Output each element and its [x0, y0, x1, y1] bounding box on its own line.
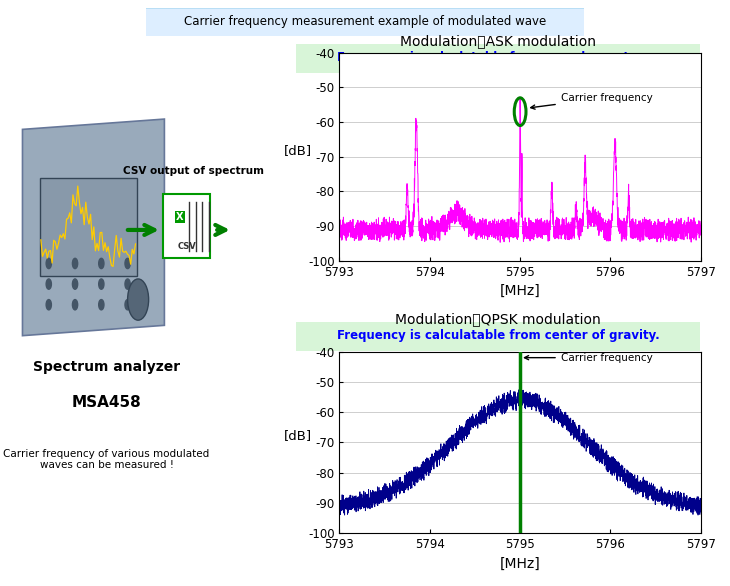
- X-axis label: [MHz]: [MHz]: [500, 557, 540, 571]
- Text: Frequency is calculatable from a peak spectrum.: Frequency is calculatable from a peak sp…: [337, 50, 660, 64]
- Polygon shape: [23, 119, 164, 336]
- Circle shape: [99, 299, 104, 310]
- FancyBboxPatch shape: [163, 194, 210, 258]
- FancyBboxPatch shape: [296, 322, 700, 351]
- Text: Modulation：ASK modulation: Modulation：ASK modulation: [400, 34, 596, 48]
- Text: MSA458: MSA458: [72, 395, 142, 410]
- X-axis label: [MHz]: [MHz]: [500, 284, 540, 298]
- Circle shape: [128, 279, 149, 320]
- Circle shape: [125, 299, 130, 310]
- Circle shape: [99, 258, 104, 268]
- FancyBboxPatch shape: [39, 178, 137, 277]
- Circle shape: [72, 258, 77, 268]
- Text: Carrier frequency: Carrier frequency: [524, 353, 653, 363]
- Circle shape: [125, 258, 130, 268]
- Text: X: X: [176, 212, 184, 222]
- Circle shape: [72, 279, 77, 289]
- Text: Modulation：QPSK modulation: Modulation：QPSK modulation: [396, 312, 601, 326]
- Text: Carrier frequency: Carrier frequency: [531, 93, 653, 109]
- Circle shape: [72, 299, 77, 310]
- Y-axis label: [dB]: [dB]: [284, 144, 312, 156]
- Circle shape: [99, 279, 104, 289]
- Text: Carrier frequency measurement example of modulated wave: Carrier frequency measurement example of…: [184, 15, 546, 28]
- Text: CSV output of spectrum: CSV output of spectrum: [123, 166, 264, 176]
- Text: Carrier frequency of various modulated
waves can be measured !: Carrier frequency of various modulated w…: [4, 449, 210, 470]
- Circle shape: [125, 279, 130, 289]
- Circle shape: [46, 299, 51, 310]
- Y-axis label: [dB]: [dB]: [284, 430, 312, 442]
- Circle shape: [46, 279, 51, 289]
- FancyBboxPatch shape: [296, 44, 700, 73]
- Text: Frequency is calculatable from center of gravity.: Frequency is calculatable from center of…: [337, 329, 660, 342]
- Text: Spectrum analyzer: Spectrum analyzer: [33, 360, 180, 374]
- Text: CSV: CSV: [177, 241, 196, 251]
- FancyBboxPatch shape: [111, 8, 619, 37]
- Circle shape: [46, 258, 51, 268]
